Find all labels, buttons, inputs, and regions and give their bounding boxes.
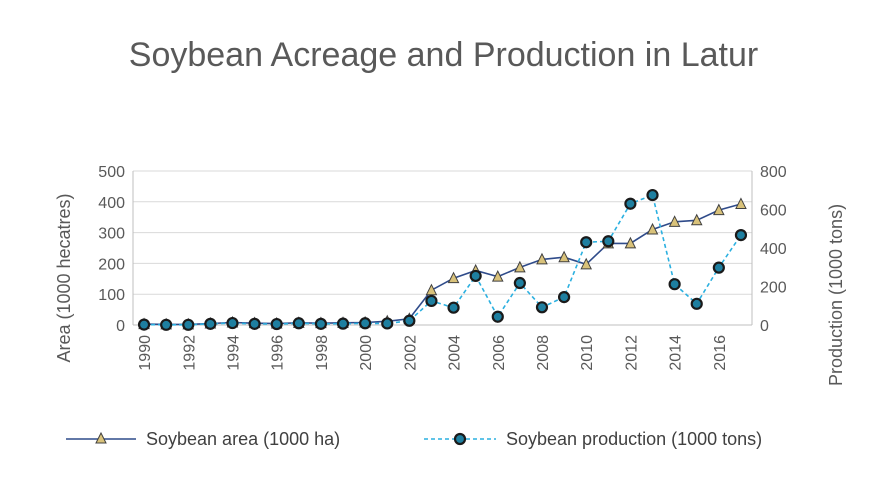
y-tick-label: 400: [98, 195, 125, 212]
x-tick-label: 2004: [447, 335, 464, 371]
data-point: [447, 271, 460, 284]
data-point: [580, 236, 593, 249]
x-tick-label: 2010: [579, 335, 596, 371]
data-point: [668, 278, 681, 291]
data-point: [580, 257, 593, 270]
x-tick-label: 1992: [181, 335, 198, 371]
y-tick-label: 500: [98, 164, 125, 181]
y2-tick-label: 800: [760, 164, 787, 181]
series-line-2: [144, 194, 742, 326]
data-point: [624, 236, 637, 249]
x-tick-label: 2012: [623, 335, 640, 371]
data-point: [469, 269, 482, 283]
data-point: [336, 317, 350, 330]
data-point: [182, 318, 195, 331]
data-point: [491, 310, 504, 323]
legend-label-area: Soybean area (1000 ha): [146, 429, 340, 449]
data-point: [624, 197, 637, 210]
x-tick-label: 2000: [358, 335, 375, 371]
x-tick-label: 2016: [712, 335, 729, 371]
data-point: [160, 318, 173, 331]
data-point: [535, 301, 549, 314]
data-point: [646, 188, 659, 202]
legend-marker-production: [453, 432, 467, 446]
legend-marker-area: [95, 431, 107, 444]
data-point: [735, 197, 747, 209]
x-tick-label: 1990: [137, 335, 154, 371]
y2-tick-label: 400: [760, 241, 787, 258]
y-tick-label: 0: [116, 318, 125, 335]
data-point: [204, 317, 217, 330]
x-tick-label: 2014: [668, 335, 685, 371]
data-point: [226, 316, 239, 330]
data-point: [558, 250, 570, 263]
data-point: [536, 252, 548, 265]
y-tick-label: 100: [98, 287, 125, 304]
x-tick-label: 1994: [225, 335, 242, 371]
data-point: [646, 222, 659, 235]
x-tick-label: 1996: [270, 335, 287, 371]
data-point: [403, 314, 416, 327]
series-line-1: [144, 203, 742, 326]
data-point: [248, 317, 261, 330]
data-point: [557, 290, 571, 304]
x-tick-label: 2008: [535, 335, 552, 371]
data-point: [292, 317, 305, 330]
y2-axis-label: Production (1000 tons): [826, 204, 846, 386]
data-point: [690, 213, 703, 226]
legend-label-production: Soybean production (1000 tons): [506, 429, 762, 449]
y-tick-label: 200: [98, 256, 125, 273]
y-axis-label: Area (1000 hecatres): [54, 193, 74, 362]
data-point: [668, 215, 681, 227]
x-tick-label: 1998: [314, 335, 331, 371]
data-point: [491, 270, 504, 282]
data-point: [425, 294, 438, 308]
data-point: [514, 260, 526, 273]
data-point: [425, 283, 438, 296]
data-point: [734, 229, 748, 242]
data-point: [314, 317, 328, 330]
data-point: [712, 261, 725, 274]
y2-tick-label: 200: [760, 280, 787, 297]
data-point: [270, 317, 283, 331]
x-tick-label: 2002: [402, 335, 419, 371]
data-point: [137, 318, 151, 331]
data-point: [359, 317, 372, 330]
chart-title: Soybean Acreage and Production in Latur: [128, 36, 759, 74]
y2-tick-label: 600: [760, 203, 787, 220]
y-tick-label: 300: [98, 226, 125, 243]
y2-tick-label: 0: [760, 318, 769, 335]
data-point: [602, 235, 615, 248]
data-point: [690, 297, 703, 310]
data-point: [447, 301, 460, 314]
data-point: [713, 203, 725, 216]
x-tick-label: 2006: [491, 335, 508, 371]
data-point: [381, 317, 394, 330]
data-point: [513, 276, 526, 290]
